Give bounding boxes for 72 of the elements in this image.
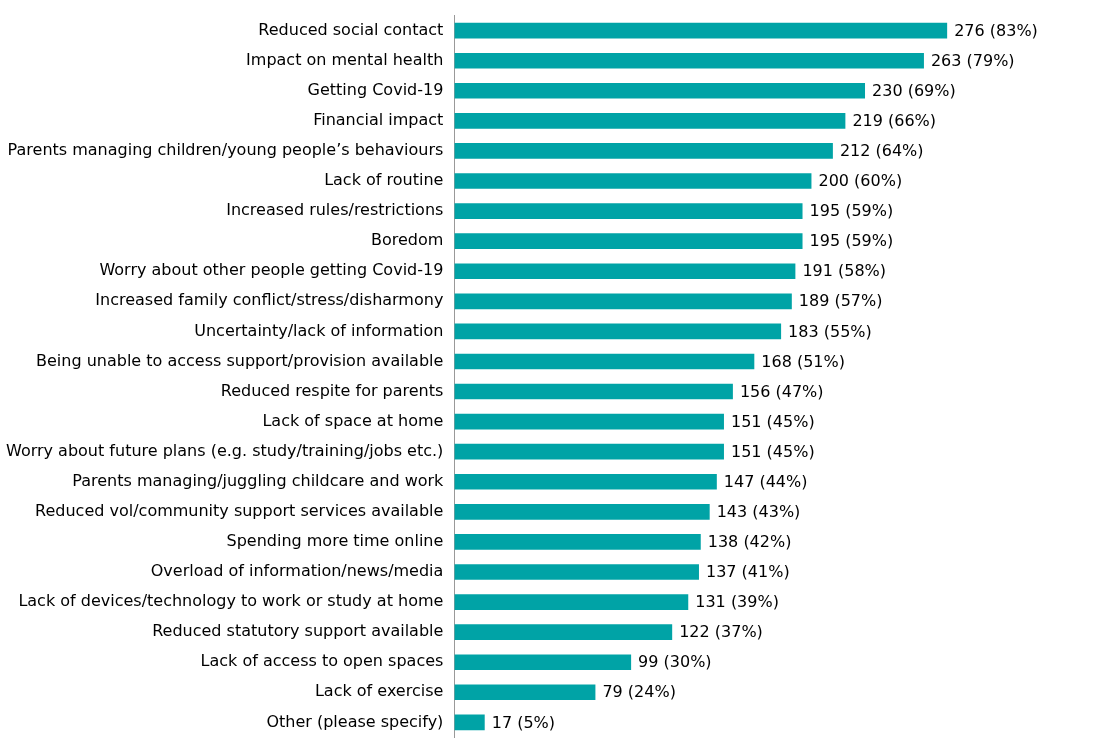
bar — [454, 203, 803, 219]
bar — [454, 22, 948, 39]
y-tick-label: Increased rules/restrictions — [226, 200, 444, 220]
data-label: 151 (45%) — [730, 411, 815, 431]
bar — [454, 353, 755, 370]
bar — [454, 654, 632, 671]
y-tick-label: Parents managing children/young people’s behaviours — [7, 140, 444, 160]
data-label: 276 (83%) — [954, 20, 1038, 40]
bar — [454, 714, 485, 731]
data-label: 191 (58%) — [802, 261, 887, 281]
data-label: 230 (69%) — [872, 80, 956, 100]
data-label: 17 (5%) — [491, 712, 556, 732]
y-tick-label: Lack of access to open spaces — [200, 651, 444, 671]
y-tick-label: Overload of information/news/media — [150, 561, 444, 581]
bar — [454, 113, 846, 129]
bar — [454, 143, 833, 159]
data-label: 138 (42%) — [707, 532, 792, 552]
data-label: 219 (66%) — [852, 111, 937, 131]
data-label: 212 (64%) — [839, 141, 924, 161]
y-tick-label: Boredom — [370, 230, 444, 250]
bar — [454, 82, 866, 99]
y-tick-label: Lack of routine — [324, 170, 444, 190]
data-label: 131 (39%) — [695, 592, 779, 612]
y-tick-label: Uncertainty/lack of information — [194, 320, 444, 340]
data-label: 143 (43%) — [716, 501, 801, 521]
bar — [454, 504, 710, 520]
data-label: 122 (37%) — [679, 622, 763, 642]
y-tick-label: Lack of exercise — [314, 681, 444, 701]
bar — [454, 263, 796, 280]
data-label: 183 (55%) — [788, 321, 872, 341]
bar — [454, 413, 724, 430]
bar — [454, 383, 733, 400]
bar — [454, 624, 673, 640]
data-label: 195 (59%) — [809, 201, 894, 221]
y-tick-label: Getting Covid-19 — [307, 79, 444, 99]
y-tick-label: Spending more time online — [226, 531, 444, 551]
data-label: 151 (45%) — [730, 441, 815, 461]
y-tick-label: Reduced respite for parents — [220, 380, 444, 400]
bar — [454, 293, 792, 310]
y-tick-label: Worry about future plans (e.g. study/training/jobs etc.) — [6, 440, 444, 460]
y-tick-label: Reduced vol/community support services available — [35, 500, 444, 520]
bar — [454, 323, 782, 340]
data-label: 99 (30%) — [638, 652, 712, 672]
y-tick-label: Worry about other people getting Covid-19 — [99, 260, 444, 280]
bar — [454, 52, 924, 69]
y-tick-label: Reduced statutory support available — [152, 621, 444, 641]
data-label: 189 (57%) — [798, 291, 883, 311]
bar — [454, 594, 689, 610]
y-tick-label: Financial impact — [313, 110, 444, 130]
y-tick-label: Lack of space at home — [262, 410, 444, 430]
bar — [454, 473, 717, 490]
data-label: 195 (59%) — [809, 231, 894, 251]
bar — [454, 443, 724, 460]
y-tick-label: Reduced social contact — [258, 19, 444, 39]
y-tick-label: Parents managing/juggling childcare and work — [72, 470, 445, 490]
data-label: 200 (60%) — [818, 171, 903, 191]
bar — [454, 233, 803, 249]
bar — [454, 534, 701, 550]
y-tick-label: Impact on mental health — [246, 49, 444, 69]
y-tick-label: Lack of devices/technology to work or study at home — [18, 591, 444, 611]
data-label: 168 (51%) — [761, 351, 845, 371]
bar — [454, 564, 699, 580]
data-label: 263 (79%) — [930, 50, 1015, 70]
data-label: 156 (47%) — [739, 381, 824, 401]
y-tick-label: Other (please specify) — [266, 711, 444, 731]
data-label: 147 (44%) — [723, 471, 808, 491]
bar — [454, 684, 596, 701]
data-label: 79 (24%) — [602, 682, 676, 702]
data-label: 137 (41%) — [705, 562, 790, 582]
y-tick-label: Increased family conflict/stress/disharmony — [95, 290, 444, 310]
bar — [454, 173, 812, 189]
y-tick-label: Being unable to access support/provision available — [36, 350, 444, 370]
